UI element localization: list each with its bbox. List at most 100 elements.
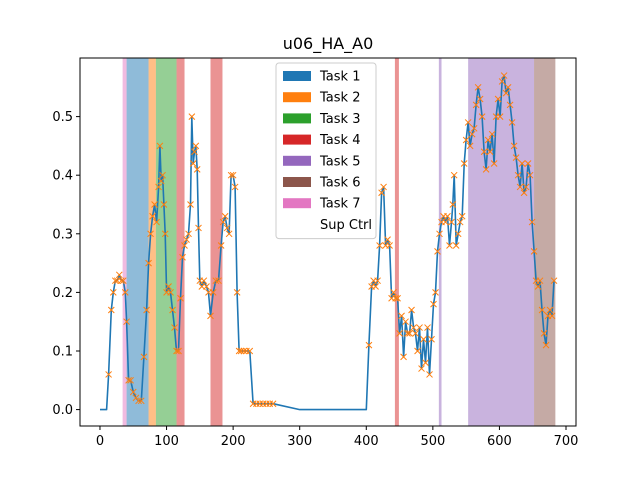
data-point	[526, 171, 534, 179]
data-point	[173, 347, 180, 355]
data-point	[496, 113, 504, 120]
data-point	[464, 119, 472, 126]
task-span-4	[155, 58, 177, 426]
data-point	[153, 218, 160, 226]
data-point	[233, 289, 241, 296]
legend-label: Task 6	[319, 176, 360, 191]
data-point	[530, 248, 538, 255]
x-tick-label: 0	[96, 434, 104, 449]
data-point	[516, 183, 524, 191]
data-point	[504, 83, 512, 91]
data-point	[546, 306, 554, 314]
data-point	[225, 230, 233, 238]
y-tick-label: 0.1	[52, 344, 73, 359]
y-tick-label: 0.2	[52, 286, 73, 301]
task-span-8	[438, 58, 442, 426]
data-point	[398, 312, 405, 320]
data-point	[149, 212, 156, 220]
task-span-9	[468, 58, 535, 426]
data-point	[269, 400, 277, 408]
data-point	[412, 330, 419, 337]
data-point	[183, 236, 190, 244]
x-tick-label: 500	[420, 434, 445, 449]
data-point	[524, 160, 532, 167]
data-point	[109, 289, 117, 296]
legend-label: Task 4	[319, 133, 360, 148]
data-point	[111, 277, 119, 285]
legend: Task 1 Task 2 Task 3 Task 4 Task 5 Task 6 Task…	[275, 62, 377, 240]
legend-entry: Task 7	[283, 197, 360, 212]
data-point	[548, 312, 556, 320]
legend-swatch	[283, 134, 311, 145]
data-point	[449, 201, 457, 208]
data-point	[192, 142, 200, 150]
legend-swatch	[283, 155, 311, 166]
task-span-3	[148, 58, 156, 426]
data-point	[123, 318, 130, 326]
data-point	[474, 83, 482, 91]
data-point	[458, 212, 466, 220]
data-point	[540, 330, 548, 337]
legend-swatch	[283, 113, 311, 124]
data-point	[494, 95, 502, 103]
data-point	[520, 189, 528, 197]
y-axis: 0.0 0.1 0.2 0.3 0.4 0.5	[52, 110, 80, 418]
legend-entry: Task 5	[283, 154, 360, 169]
data-point	[490, 160, 498, 167]
x-tick-label: 700	[554, 434, 579, 449]
data-point	[510, 142, 518, 150]
data-point	[207, 312, 214, 320]
data-point	[177, 294, 184, 302]
data-point	[181, 242, 188, 249]
legend-entry: Task 6	[283, 176, 360, 191]
data-point	[484, 136, 492, 144]
data-point	[147, 230, 154, 238]
legend-swatch	[283, 92, 311, 103]
chart-title: u06_HA_A0	[283, 34, 374, 54]
data-point	[426, 371, 433, 378]
legend-entry: Task 3	[283, 112, 360, 127]
data-point	[498, 78, 506, 85]
data-point	[476, 95, 484, 103]
data-point	[125, 376, 132, 384]
data-point	[115, 271, 123, 279]
data-point	[468, 130, 476, 138]
data-point	[159, 171, 166, 179]
data-point	[518, 160, 526, 167]
data-point	[121, 289, 129, 296]
legend-label: Task 7	[319, 197, 360, 212]
data-point	[430, 300, 437, 308]
legend-label: Task 5	[319, 154, 360, 169]
data-point	[410, 324, 417, 331]
legend-entry: Sup Ctrl	[283, 218, 372, 233]
data-point	[448, 218, 455, 226]
data-point	[219, 218, 227, 226]
data-point	[390, 289, 397, 296]
legend-swatch	[283, 177, 311, 187]
data-point	[542, 341, 550, 349]
legend-box	[275, 62, 377, 240]
data-point	[137, 397, 145, 405]
data-point	[119, 277, 127, 285]
data-point	[450, 171, 458, 179]
task-span-10	[534, 58, 556, 426]
data-point	[446, 242, 453, 249]
data-point	[217, 242, 225, 249]
data-point	[189, 160, 197, 167]
data-point	[380, 183, 387, 191]
data-point	[127, 376, 134, 384]
data-point	[460, 160, 468, 167]
data-point	[428, 335, 435, 343]
data-point	[151, 201, 158, 208]
data-point	[456, 218, 464, 226]
y-tick-label: 0.5	[52, 110, 73, 125]
data-point	[486, 148, 494, 156]
data-point	[212, 277, 220, 285]
legend-label: Task 2	[319, 91, 360, 106]
data-point	[157, 177, 165, 185]
data-point	[187, 201, 194, 208]
data-point	[550, 277, 558, 285]
data-point	[171, 324, 178, 331]
data-point	[454, 230, 462, 238]
